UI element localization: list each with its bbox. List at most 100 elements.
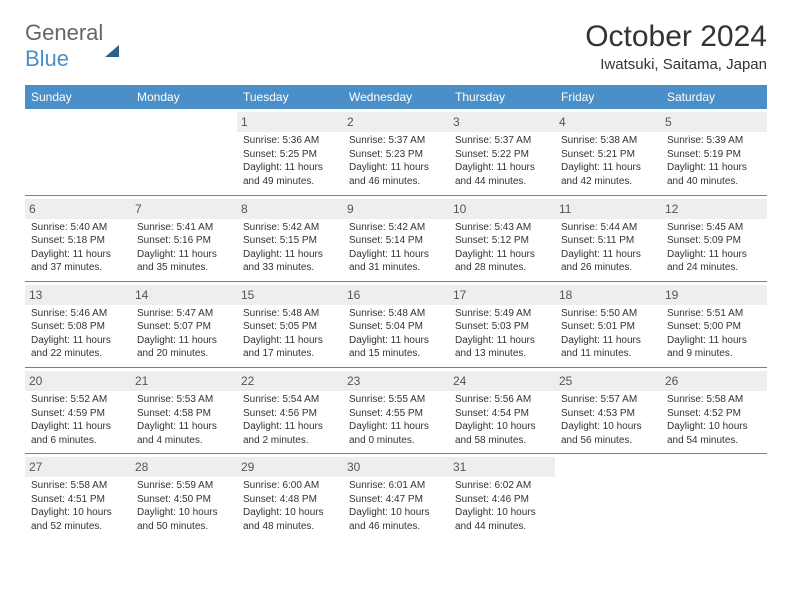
calendar-cell-empty — [131, 109, 237, 195]
daylight-line: Daylight: 11 hours and 44 minutes. — [455, 161, 549, 188]
daylight-line: Daylight: 11 hours and 49 minutes. — [243, 161, 337, 188]
day-number: 14 — [131, 285, 237, 305]
sunrise-line: Sunrise: 5:37 AM — [455, 134, 549, 148]
day-header: Sunday — [25, 85, 131, 109]
sunrise-line: Sunrise: 5:51 AM — [667, 307, 761, 321]
logo: General Blue — [25, 20, 119, 72]
sunset-line: Sunset: 5:19 PM — [667, 148, 761, 162]
sunset-line: Sunset: 5:18 PM — [31, 234, 125, 248]
sunrise-line: Sunrise: 5:52 AM — [31, 393, 125, 407]
title-block: October 2024 Iwatsuki, Saitama, Japan — [585, 20, 767, 73]
calendar-cell: 20Sunrise: 5:52 AMSunset: 4:59 PMDayligh… — [25, 367, 131, 453]
day-number: 22 — [237, 371, 343, 391]
calendar-cell: 12 Sunrise: 5:45 AMSunset: 5:09 PMDayligh… — [661, 195, 767, 281]
day-number: 3 — [449, 112, 555, 132]
day-number: 31 — [449, 457, 555, 477]
daylight-line: Daylight: 11 hours and 4 minutes. — [137, 420, 231, 447]
sunset-line: Sunset: 5:23 PM — [349, 148, 443, 162]
sunrise-line: Sunrise: 5:53 AM — [137, 393, 231, 407]
sunset-line: Sunset: 5:07 PM — [137, 320, 231, 334]
calendar-cell: 21Sunrise: 5:53 AMSunset: 4:58 PMDayligh… — [131, 367, 237, 453]
day-header: Saturday — [661, 85, 767, 109]
calendar-cell: 8Sunrise: 5:42 AMSunset: 5:15 PMDaylight… — [237, 195, 343, 281]
daylight-line: Daylight: 11 hours and 15 minutes. — [349, 334, 443, 361]
sunrise-line: Sunrise: 6:02 AM — [455, 479, 549, 493]
sunrise-line: Sunrise: 5:57 AM — [561, 393, 655, 407]
day-number: 28 — [131, 457, 237, 477]
calendar-cell: 31Sunrise: 6:02 AMSunset: 4:46 PMDayligh… — [449, 454, 555, 540]
daylight-line: Daylight: 11 hours and 9 minutes. — [667, 334, 761, 361]
location: Iwatsuki, Saitama, Japan — [585, 56, 767, 73]
calendar-cell: 22Sunrise: 5:54 AMSunset: 4:56 PMDayligh… — [237, 367, 343, 453]
calendar-row: 1Sunrise: 5:36 AMSunset: 5:25 PMDaylight… — [25, 109, 767, 195]
sunrise-line: Sunrise: 5:42 AM — [349, 221, 443, 235]
sunrise-line: Sunrise: 5:48 AM — [243, 307, 337, 321]
daylight-line: Daylight: 10 hours and 46 minutes. — [349, 506, 443, 533]
daylight-line: Daylight: 10 hours and 56 minutes. — [561, 420, 655, 447]
daylight-line: Daylight: 10 hours and 48 minutes. — [243, 506, 337, 533]
daylight-line: Daylight: 11 hours and 22 minutes. — [31, 334, 125, 361]
day-number: 20 — [25, 371, 131, 391]
calendar-body: 1Sunrise: 5:36 AMSunset: 5:25 PMDaylight… — [25, 109, 767, 540]
sunrise-line: Sunrise: 5:37 AM — [349, 134, 443, 148]
calendar-cell: 9Sunrise: 5:42 AMSunset: 5:14 PMDaylight… — [343, 195, 449, 281]
calendar-cell: 13Sunrise: 5:46 AMSunset: 5:08 PMDayligh… — [25, 281, 131, 367]
day-number: 15 — [237, 285, 343, 305]
day-number: 23 — [343, 371, 449, 391]
day-number: 4 — [555, 112, 661, 132]
sunrise-line: Sunrise: 5:45 AM — [667, 221, 761, 235]
header: General Blue October 2024 Iwatsuki, Sait… — [25, 20, 767, 73]
day-number: 12 — [661, 199, 767, 219]
daylight-line: Daylight: 10 hours and 50 minutes. — [137, 506, 231, 533]
calendar-cell: 16Sunrise: 5:48 AMSunset: 5:04 PMDayligh… — [343, 281, 449, 367]
daylight-line: Daylight: 11 hours and 2 minutes. — [243, 420, 337, 447]
sunrise-line: Sunrise: 5:59 AM — [137, 479, 231, 493]
calendar-cell: 23Sunrise: 5:55 AMSunset: 4:55 PMDayligh… — [343, 367, 449, 453]
daylight-line: Daylight: 11 hours and 28 minutes. — [455, 248, 549, 275]
sunset-line: Sunset: 5:08 PM — [31, 320, 125, 334]
calendar-cell: 24Sunrise: 5:56 AMSunset: 4:54 PMDayligh… — [449, 367, 555, 453]
sunset-line: Sunset: 5:09 PM — [667, 234, 761, 248]
triangle-icon — [105, 20, 119, 57]
sunrise-line: Sunrise: 5:48 AM — [349, 307, 443, 321]
sunset-line: Sunset: 4:56 PM — [243, 407, 337, 421]
day-header: Monday — [131, 85, 237, 109]
calendar-cell: 3 Sunrise: 5:37 AMSunset: 5:22 PMDaylight… — [449, 109, 555, 195]
day-number: 27 — [25, 457, 131, 477]
calendar-cell: 10Sunrise: 5:43 AMSunset: 5:12 PMDayligh… — [449, 195, 555, 281]
calendar-cell: 28Sunrise: 5:59 AMSunset: 4:50 PMDayligh… — [131, 454, 237, 540]
sunrise-line: Sunrise: 6:01 AM — [349, 479, 443, 493]
daylight-line: Daylight: 10 hours and 52 minutes. — [31, 506, 125, 533]
logo-text: General Blue — [25, 20, 119, 72]
sunset-line: Sunset: 4:55 PM — [349, 407, 443, 421]
daylight-line: Daylight: 11 hours and 42 minutes. — [561, 161, 655, 188]
calendar-cell: 18Sunrise: 5:50 AMSunset: 5:01 PMDayligh… — [555, 281, 661, 367]
sunrise-line: Sunrise: 5:43 AM — [455, 221, 549, 235]
calendar-cell: 25Sunrise: 5:57 AMSunset: 4:53 PMDayligh… — [555, 367, 661, 453]
sunset-line: Sunset: 4:47 PM — [349, 493, 443, 507]
daylight-line: Daylight: 11 hours and 0 minutes. — [349, 420, 443, 447]
day-number: 24 — [449, 371, 555, 391]
daylight-line: Daylight: 11 hours and 31 minutes. — [349, 248, 443, 275]
daylight-line: Daylight: 11 hours and 24 minutes. — [667, 248, 761, 275]
sunset-line: Sunset: 5:25 PM — [243, 148, 337, 162]
sunrise-line: Sunrise: 6:00 AM — [243, 479, 337, 493]
calendar-cell: 17Sunrise: 5:49 AMSunset: 5:03 PMDayligh… — [449, 281, 555, 367]
sunset-line: Sunset: 4:54 PM — [455, 407, 549, 421]
month-title: October 2024 — [585, 20, 767, 54]
calendar-row: 6Sunrise: 5:40 AMSunset: 5:18 PMDaylight… — [25, 195, 767, 281]
day-number: 18 — [555, 285, 661, 305]
sunset-line: Sunset: 5:22 PM — [455, 148, 549, 162]
day-number: 29 — [237, 457, 343, 477]
daylight-line: Daylight: 11 hours and 13 minutes. — [455, 334, 549, 361]
calendar-cell: 11Sunrise: 5:44 AMSunset: 5:11 PMDayligh… — [555, 195, 661, 281]
daylight-line: Daylight: 11 hours and 35 minutes. — [137, 248, 231, 275]
daylight-line: Daylight: 11 hours and 26 minutes. — [561, 248, 655, 275]
sunrise-line: Sunrise: 5:58 AM — [31, 479, 125, 493]
daylight-line: Daylight: 10 hours and 54 minutes. — [667, 420, 761, 447]
day-number: 11 — [555, 199, 661, 219]
calendar-cell: 30Sunrise: 6:01 AMSunset: 4:47 PMDayligh… — [343, 454, 449, 540]
calendar-cell-empty — [25, 109, 131, 195]
sunset-line: Sunset: 5:05 PM — [243, 320, 337, 334]
sunrise-line: Sunrise: 5:38 AM — [561, 134, 655, 148]
